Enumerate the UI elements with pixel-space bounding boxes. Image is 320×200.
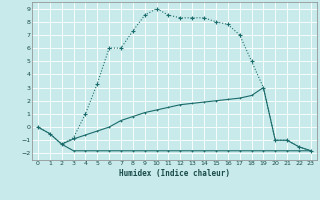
- X-axis label: Humidex (Indice chaleur): Humidex (Indice chaleur): [119, 169, 230, 178]
